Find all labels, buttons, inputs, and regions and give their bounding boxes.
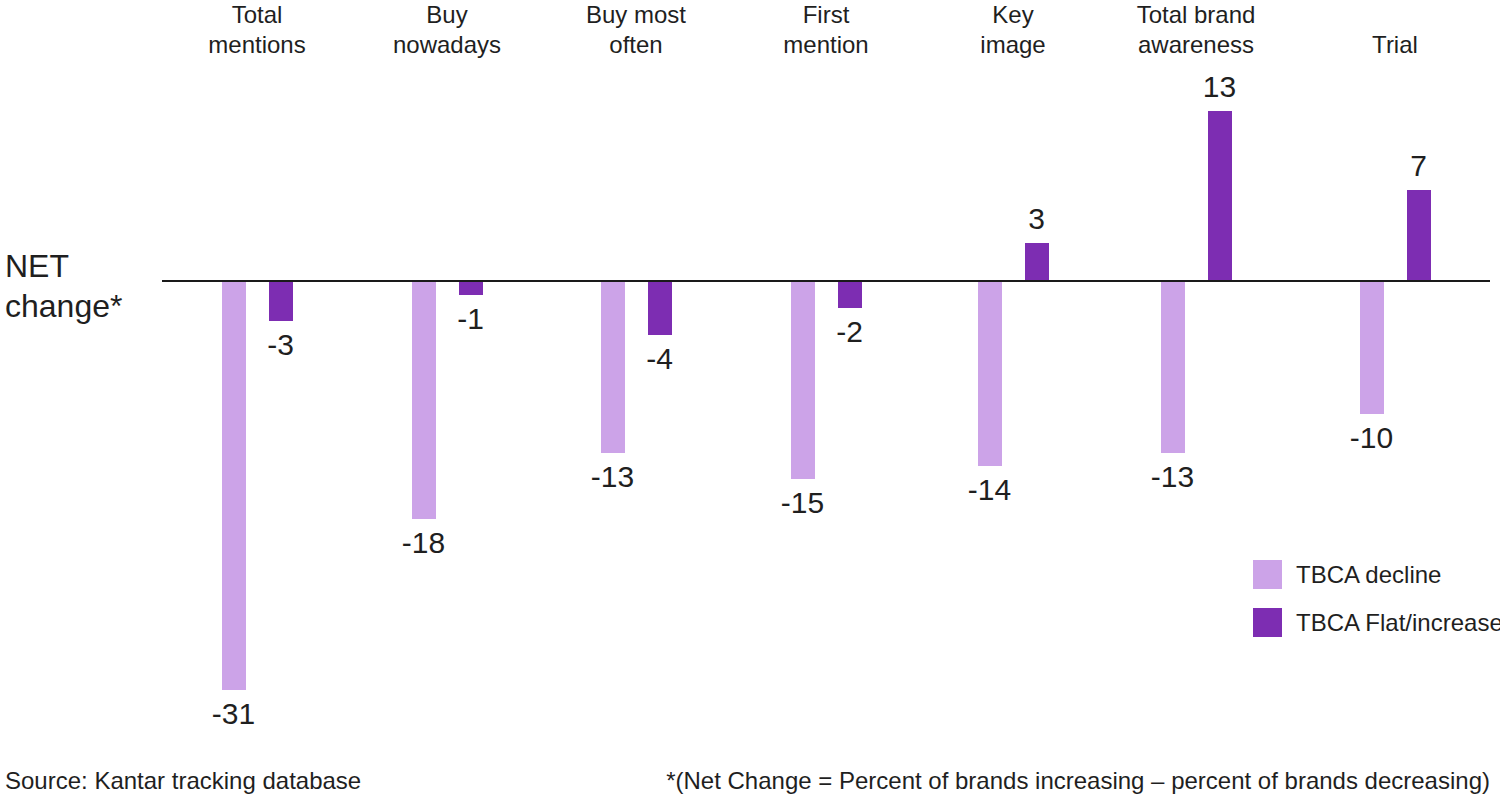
legend-swatch-flat-increase-icon bbox=[1253, 608, 1282, 637]
value-label-tbca-decline-buy-nowadays: -18 bbox=[364, 525, 484, 561]
value-label-tbca-flat-increase-key-image: 3 bbox=[977, 201, 1097, 237]
bar-tbca-decline-first-mention bbox=[791, 282, 815, 479]
bar-tbca-flat-increase-total-mentions bbox=[269, 282, 293, 321]
bar-tbca-decline-total-brand-awareness bbox=[1161, 282, 1185, 453]
value-label-tbca-flat-increase-trial: 7 bbox=[1359, 148, 1479, 184]
bar-tbca-flat-increase-buy-nowadays bbox=[459, 282, 483, 295]
legend-item-flat-increase: TBCA Flat/increase bbox=[1253, 608, 1500, 637]
y-axis-label: NET change* bbox=[5, 246, 122, 326]
bar-tbca-decline-key-image bbox=[978, 282, 1002, 466]
category-label-total-brand-awareness: Total brand awareness bbox=[1096, 0, 1296, 60]
value-label-tbca-flat-increase-total-mentions: -3 bbox=[221, 327, 341, 363]
value-label-tbca-flat-increase-total-brand-awareness: 13 bbox=[1160, 69, 1280, 105]
value-label-tbca-flat-increase-buy-most-often: -4 bbox=[600, 341, 720, 377]
value-label-tbca-decline-first-mention: -15 bbox=[743, 485, 863, 521]
category-label-buy-nowadays: Buy nowadays bbox=[347, 0, 547, 60]
value-label-tbca-decline-total-mentions: -31 bbox=[174, 696, 294, 732]
value-label-tbca-flat-increase-buy-nowadays: -1 bbox=[411, 301, 531, 337]
bar-tbca-flat-increase-trial bbox=[1407, 190, 1431, 282]
legend-swatch-decline-icon bbox=[1253, 560, 1282, 589]
category-label-trial: Trial bbox=[1295, 0, 1495, 60]
category-label-first-mention: First mention bbox=[726, 0, 926, 60]
bar-tbca-flat-increase-buy-most-often bbox=[648, 282, 672, 335]
legend-label-flat-increase: TBCA Flat/increase bbox=[1296, 608, 1500, 637]
legend-label-decline: TBCA decline bbox=[1296, 560, 1441, 589]
bar-tbca-flat-increase-key-image bbox=[1025, 243, 1049, 282]
bar-tbca-flat-increase-total-brand-awareness bbox=[1208, 111, 1232, 282]
value-label-tbca-decline-buy-most-often: -13 bbox=[553, 459, 673, 495]
value-label-tbca-decline-total-brand-awareness: -13 bbox=[1113, 459, 1233, 495]
category-label-total-mentions: Total mentions bbox=[157, 0, 357, 60]
bar-tbca-decline-trial bbox=[1360, 282, 1384, 414]
value-label-tbca-decline-key-image: -14 bbox=[930, 472, 1050, 508]
value-label-tbca-flat-increase-first-mention: -2 bbox=[790, 314, 910, 350]
source-note: Source: Kantar tracking database bbox=[5, 766, 361, 796]
value-label-tbca-decline-trial: -10 bbox=[1312, 420, 1432, 456]
category-label-key-image: Key image bbox=[913, 0, 1113, 60]
zero-baseline-axis bbox=[162, 280, 1490, 282]
footnote: *(Net Change = Percent of brands increas… bbox=[666, 766, 1490, 796]
legend: TBCA decline TBCA Flat/increase bbox=[1253, 560, 1500, 656]
category-label-buy-most-often: Buy most often bbox=[536, 0, 736, 60]
bar-tbca-flat-increase-first-mention bbox=[838, 282, 862, 308]
chart-page: NET change* Total mentions -31 -3 Buy nowad… bbox=[0, 0, 1500, 800]
legend-item-decline: TBCA decline bbox=[1253, 560, 1500, 589]
